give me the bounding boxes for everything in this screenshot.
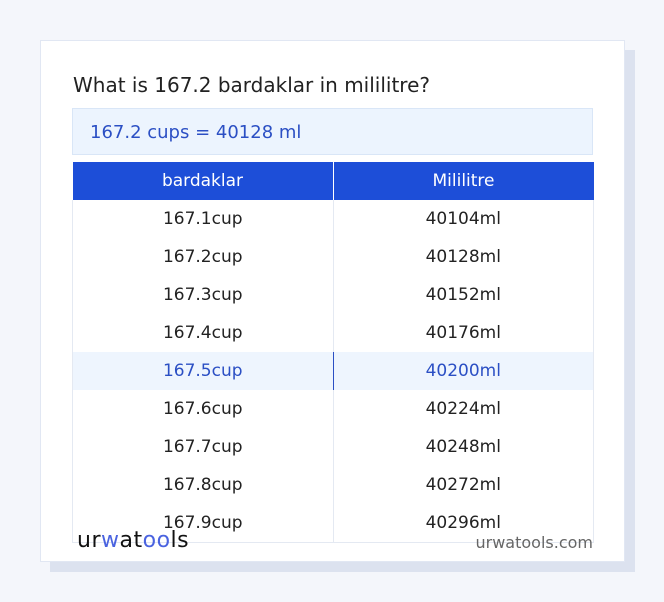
table-row: 167.6cup 40224ml: [72, 390, 594, 428]
bardaklar-cell: 167.5cup: [72, 352, 334, 390]
bardaklar-cell: 167.4cup: [72, 314, 334, 352]
site-link[interactable]: urwatools.com: [475, 533, 594, 552]
table-row: 167.2cup 40128ml: [72, 238, 594, 276]
bardaklar-cell: 167.9cup: [72, 504, 334, 543]
bardaklar-cell: 167.1cup: [72, 200, 334, 238]
mililitre-cell: 40224ml: [333, 390, 594, 428]
conversion-table: bardaklar Mililitre 167.1cup 40104ml 167.2…: [72, 162, 594, 543]
table-row: 167.8cup 40272ml: [72, 466, 594, 504]
bardaklar-cell: 167.2cup: [72, 238, 334, 276]
page-title: What is 167.2 bardaklar in mililitre?: [73, 73, 431, 97]
mililitre-cell: 40272ml: [333, 466, 594, 504]
table-row: 167.3cup 40152ml: [72, 276, 594, 314]
header-mililitre: Mililitre: [333, 162, 594, 200]
table-row: 167.1cup 40104ml: [72, 200, 594, 238]
table-row: 167.7cup 40248ml: [72, 428, 594, 466]
mililitre-cell: 40200ml: [333, 352, 594, 390]
bardaklar-cell: 167.7cup: [72, 428, 334, 466]
mililitre-cell: 40296ml: [333, 504, 594, 543]
mililitre-cell: 40104ml: [333, 200, 594, 238]
converter-card: What is 167.2 bardaklar in mililitre? 16…: [40, 40, 625, 562]
bardaklar-cell: 167.3cup: [72, 276, 334, 314]
table-row: 167.5cup 40200ml: [72, 352, 594, 390]
bardaklar-cell: 167.8cup: [72, 466, 334, 504]
mililitre-cell: 40176ml: [333, 314, 594, 352]
urwatools-logo[interactable]: urwatools: [77, 528, 190, 553]
bardaklar-cell: 167.6cup: [72, 390, 334, 428]
mililitre-cell: 40248ml: [333, 428, 594, 466]
mililitre-cell: 40128ml: [333, 238, 594, 276]
table-row: 167.9cup 40296ml: [72, 504, 594, 543]
header-bardaklar: bardaklar: [72, 162, 334, 200]
mililitre-cell: 40152ml: [333, 276, 594, 314]
result-box: 167.2 cups = 40128 ml: [72, 108, 593, 155]
table-row: 167.4cup 40176ml: [72, 314, 594, 352]
